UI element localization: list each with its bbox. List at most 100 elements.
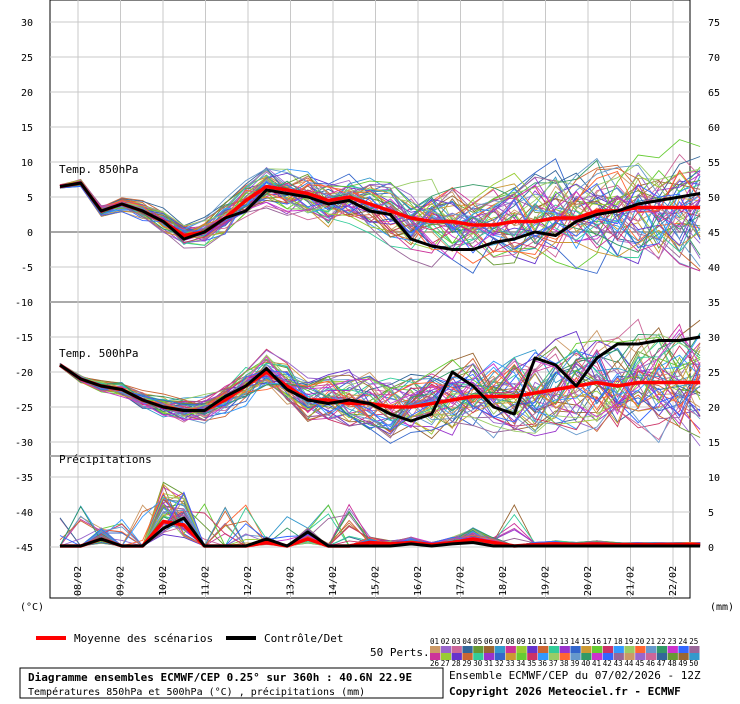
pert-number: 49	[678, 659, 687, 668]
x-tick-label: 12/02	[243, 566, 254, 596]
pert-line-t850	[59, 181, 701, 260]
right-tick-label: 35	[708, 298, 720, 309]
x-tick-label: 10/02	[158, 566, 169, 596]
pert-number: 02	[441, 637, 450, 646]
pert-swatch	[494, 653, 506, 660]
pert-number: 36	[538, 659, 548, 668]
right-tick-label: 75	[708, 18, 720, 29]
pert-line-t850	[59, 169, 701, 264]
left-tick-label: -5	[21, 263, 33, 274]
right-unit-label: (mm)	[710, 602, 734, 613]
pert-line-t500	[59, 357, 701, 416]
pert-line-t850	[59, 172, 701, 246]
main-series	[59, 181, 701, 548]
pert-number: 44	[624, 659, 634, 668]
pert-number: 05	[473, 637, 482, 646]
right-tick-label: 70	[708, 53, 720, 64]
footer-run-line: Ensemble ECMWF/CEP du 07/02/2026 - 12Z	[449, 669, 701, 682]
panel-label-t500: Temp. 500hPa	[59, 347, 138, 360]
pert-swatch	[538, 646, 549, 653]
pert-swatch	[473, 653, 484, 660]
pert-number: 03	[452, 637, 461, 646]
left-tick-label: 20	[21, 88, 33, 99]
pert-swatch	[635, 653, 646, 660]
pert-swatch	[505, 653, 516, 660]
left-tick-label: -20	[15, 368, 33, 379]
pert-number: 48	[668, 659, 678, 668]
pert-swatch	[548, 653, 560, 660]
pert-number: 14	[570, 637, 580, 646]
pert-number: 40	[581, 659, 591, 668]
left-tick-label: 15	[21, 123, 33, 134]
pert-number: 08	[506, 637, 516, 646]
pert-swatch	[613, 646, 624, 653]
pert-swatch	[451, 646, 462, 653]
pert-number: 06	[484, 637, 494, 646]
pert-line-t500	[59, 363, 701, 437]
pert-swatch	[624, 646, 635, 653]
pert-swatch	[462, 646, 473, 653]
pert-number: 50	[689, 659, 699, 668]
pert-number: 46	[646, 659, 656, 668]
pert-swatch	[592, 653, 603, 660]
pert-swatch	[602, 653, 614, 660]
pert-swatch	[656, 646, 668, 653]
pert-swatch	[440, 653, 452, 660]
pert-swatch	[494, 646, 506, 653]
pert-number: 25	[689, 637, 698, 646]
x-tick-label: 21/02	[626, 566, 637, 596]
pert-number: 35	[527, 659, 536, 668]
left-tick-label: -25	[15, 403, 33, 414]
pert-line-t500	[59, 363, 701, 439]
right-tick-label: 30	[708, 333, 720, 344]
pert-swatch	[592, 646, 603, 653]
left-tick-label: -30	[15, 438, 33, 449]
pert-number: 13	[560, 637, 569, 646]
left-unit-label: (°C)	[20, 602, 44, 613]
pert-number: 12	[549, 637, 558, 646]
right-tick-label: 55	[708, 158, 720, 169]
x-tick-label: 09/02	[116, 566, 127, 596]
left-tick-label: 0	[27, 228, 33, 239]
pert-swatch	[667, 646, 678, 653]
x-tick-label: 08/02	[73, 566, 84, 596]
left-tick-label: -10	[15, 298, 33, 309]
pert-number: 47	[657, 659, 666, 668]
pert-swatch	[473, 646, 484, 653]
chart-grid	[49, 0, 691, 599]
left-tick-label: 10	[21, 158, 33, 169]
pert-swatch	[430, 646, 441, 653]
footer-title-box: Diagramme ensembles ECMWF/CEP 0.25° sur …	[19, 667, 444, 699]
left-tick-label: -40	[15, 508, 33, 519]
x-tick-label: 20/02	[583, 566, 594, 596]
pert-number: 22	[657, 637, 666, 646]
pert-swatch	[548, 646, 560, 653]
pert-swatch	[516, 653, 527, 660]
x-tick-label: 16/02	[413, 566, 424, 596]
pert-swatch	[646, 646, 657, 653]
x-tick-label: 15/02	[371, 566, 382, 596]
left-tick-label: -35	[15, 473, 33, 484]
pert-number: 10	[527, 637, 537, 646]
x-tick-label: 22/02	[668, 566, 679, 596]
pert-number: 43	[614, 659, 623, 668]
pert-swatch	[527, 646, 538, 653]
right-tick-label: 20	[708, 403, 720, 414]
pert-number: 26	[430, 659, 440, 668]
pert-line-t500	[59, 328, 701, 421]
pert-number: 17	[603, 637, 612, 646]
pert-number: 24	[678, 637, 688, 646]
pert-swatch	[570, 653, 581, 660]
right-tick-label: 5	[708, 508, 714, 519]
right-tick-label: 50	[708, 193, 720, 204]
pert-number: 21	[646, 637, 655, 646]
pert-number: 33	[506, 659, 515, 668]
pert-number: 31	[484, 659, 493, 668]
pert-swatch	[559, 646, 570, 653]
pert-number: 04	[462, 637, 472, 646]
pert-number: 07	[495, 637, 504, 646]
pert-swatch	[667, 653, 678, 660]
chart-axes: 302520151050-5-10-15-20-25-30-35-40-4575…	[15, 18, 720, 596]
pert-number: 41	[592, 659, 601, 668]
control-line-precip	[60, 516, 701, 548]
